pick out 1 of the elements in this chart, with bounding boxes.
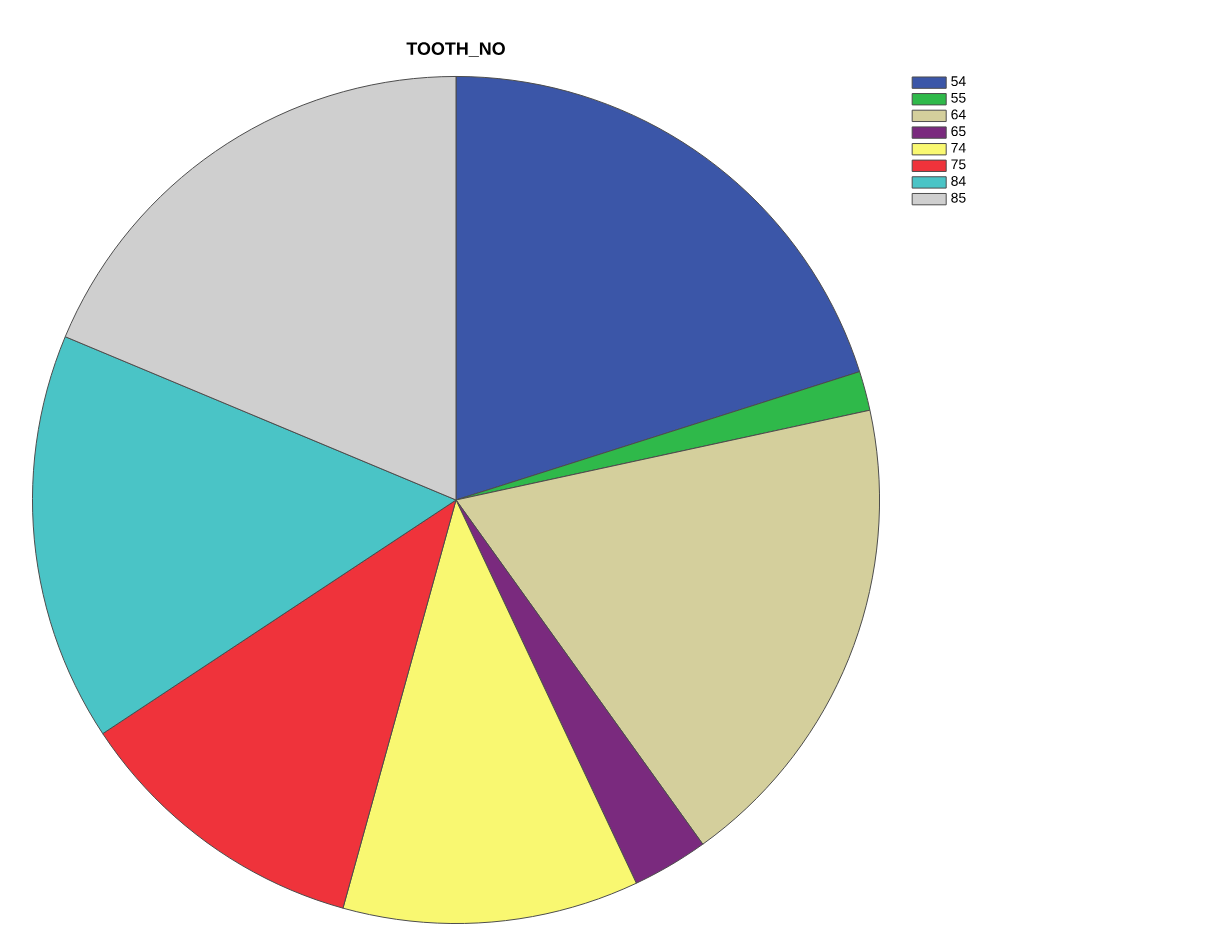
- chart-title: TOOTH_NO: [406, 42, 505, 57]
